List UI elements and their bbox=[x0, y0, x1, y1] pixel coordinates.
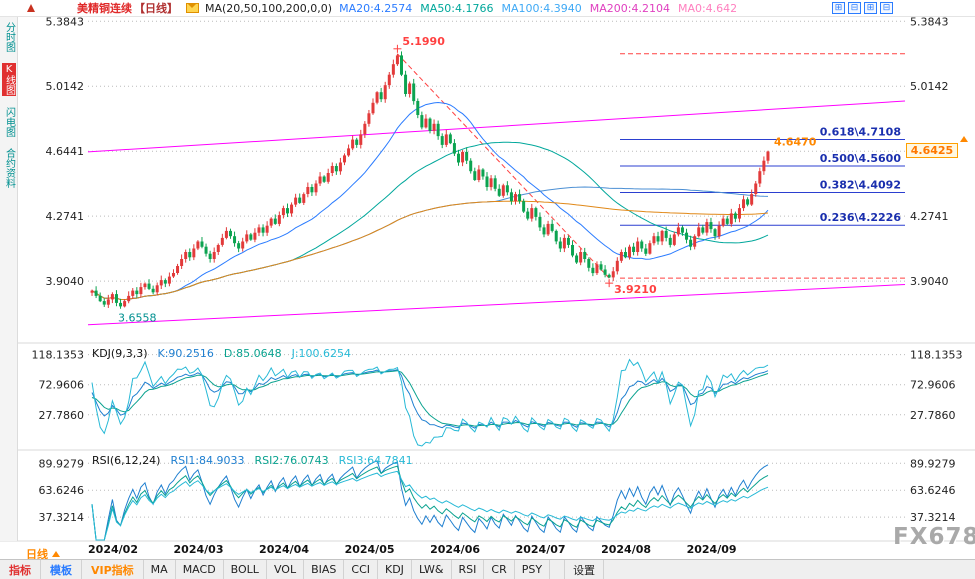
svg-text:27.7860: 27.7860 bbox=[910, 409, 956, 422]
svg-text:0.618\4.7108: 0.618\4.7108 bbox=[820, 125, 901, 138]
svg-text:27.7860: 27.7860 bbox=[39, 409, 85, 422]
price-up-arrow-icon bbox=[960, 136, 968, 142]
svg-text:5.3843: 5.3843 bbox=[910, 15, 949, 28]
kdj-legend: KDJ(9,3,3) K:90.2516 D:85.0648 J:100.625… bbox=[92, 347, 351, 360]
svg-text:72.9606: 72.9606 bbox=[39, 379, 85, 392]
kdj-d-value: D:85.0648 bbox=[223, 347, 282, 360]
svg-text:5.0142: 5.0142 bbox=[910, 80, 949, 93]
svg-text:89.9279: 89.9279 bbox=[39, 457, 85, 470]
svg-text:118.1353: 118.1353 bbox=[32, 349, 85, 362]
svg-text:118.1353: 118.1353 bbox=[910, 349, 963, 362]
ma0-value: MA0:4.642 bbox=[677, 1, 738, 15]
sidebar-item-contract-info[interactable]: 合约资料 bbox=[3, 148, 15, 188]
ma200-value: MA200:4.2104 bbox=[589, 1, 670, 15]
rsi-legend: RSI(6,12,24) RSI1:84.9033 RSI2:76.0743 R… bbox=[92, 454, 413, 467]
indicator-button-lw&[interactable]: LW& bbox=[412, 560, 452, 579]
ma100-value: MA100:4.3940 bbox=[501, 1, 582, 15]
kdj-params: KDJ(9,3,3) bbox=[92, 347, 148, 360]
svg-text:3.9210: 3.9210 bbox=[614, 283, 657, 296]
kdj-k-value: K:90.2516 bbox=[157, 347, 214, 360]
svg-text:2024/09: 2024/09 bbox=[687, 543, 737, 556]
svg-text:3.9040: 3.9040 bbox=[46, 275, 85, 288]
envelope-flap-icon bbox=[187, 3, 197, 8]
layout-icon-group: ⊞ ⊟ ⊞ ⊟ bbox=[829, 2, 893, 14]
sidebar-item-flash[interactable]: 闪电图 bbox=[3, 107, 15, 137]
tab-vip-indicators[interactable]: VIP指标 bbox=[82, 560, 144, 579]
svg-text:2024/02: 2024/02 bbox=[88, 543, 138, 556]
svg-text:5.3843: 5.3843 bbox=[46, 15, 85, 28]
bottom-toolbar: 指标 模板 VIP指标 MA MACD BOLL VOL BIAS CCI KDJ LW& RS… bbox=[0, 559, 975, 579]
sidebar-item-kline[interactable]: K线图 bbox=[1, 63, 16, 96]
svg-text:5.1990: 5.1990 bbox=[402, 35, 445, 48]
svg-text:72.9606: 72.9606 bbox=[910, 379, 956, 392]
svg-text:63.6246: 63.6246 bbox=[910, 484, 956, 497]
svg-text:2024/07: 2024/07 bbox=[516, 543, 566, 556]
indicator-button-cr[interactable]: CR bbox=[484, 560, 515, 579]
instrument-title: 美精铜连续 bbox=[77, 2, 132, 15]
svg-text:0.236\4.2226: 0.236\4.2226 bbox=[820, 211, 902, 224]
layout-icon-4[interactable]: ⊟ bbox=[880, 2, 893, 14]
svg-text:89.9279: 89.9279 bbox=[910, 457, 956, 470]
ma-parameters: MA(20,50,100,200,0,0) bbox=[205, 1, 333, 15]
left-sidebar: 分时图 K线图 闪电图 合约资料 bbox=[0, 17, 18, 541]
indicator-button-macd[interactable]: MACD bbox=[176, 560, 224, 579]
last-price-tag: 4.6425 bbox=[906, 143, 958, 158]
svg-text:2024/08: 2024/08 bbox=[601, 543, 651, 556]
sidebar-item-timeshare[interactable]: 分时图 bbox=[3, 22, 15, 52]
period-selector[interactable]: 日线 bbox=[26, 546, 60, 562]
tab-templates[interactable]: 模板 bbox=[41, 560, 82, 579]
price-chart-canvas[interactable]: 5.38435.38435.01425.01424.64414.64414.27… bbox=[0, 0, 975, 558]
svg-text:4.6470: 4.6470 bbox=[774, 136, 817, 149]
svg-text:2024/06: 2024/06 bbox=[430, 543, 480, 556]
rsi1-value: RSI1:84.9033 bbox=[170, 454, 245, 467]
svg-text:37.3214: 37.3214 bbox=[39, 511, 85, 524]
period-selector-label: 日线 bbox=[26, 548, 48, 561]
svg-text:63.6246: 63.6246 bbox=[39, 484, 85, 497]
ma20-value: MA20:4.2574 bbox=[339, 1, 413, 15]
indicator-button-group: MA MACD BOLL VOL BIAS CCI KDJ LW& RSI CR PSY bbox=[144, 560, 551, 579]
indicator-button-vol[interactable]: VOL bbox=[267, 560, 305, 579]
chart-header: 美精铜连续 【日线】 MA(20,50,100,200,0,0) MA20:4.… bbox=[0, 0, 975, 17]
svg-text:2024/05: 2024/05 bbox=[345, 543, 395, 556]
envelope-icon[interactable] bbox=[186, 3, 199, 13]
indicator-button-rsi[interactable]: RSI bbox=[452, 560, 485, 579]
indicator-button-cci[interactable]: CCI bbox=[344, 560, 378, 579]
svg-text:4.6441: 4.6441 bbox=[46, 145, 85, 158]
svg-text:3.9040: 3.9040 bbox=[910, 275, 949, 288]
svg-text:0.500\4.5600: 0.500\4.5600 bbox=[820, 152, 902, 165]
rsi-params: RSI(6,12,24) bbox=[92, 454, 161, 467]
layout-icon-1[interactable]: ⊞ bbox=[832, 2, 845, 14]
chevron-up-icon bbox=[52, 551, 60, 557]
kdj-j-value: J:100.6254 bbox=[291, 347, 352, 360]
svg-text:4.2741: 4.2741 bbox=[910, 210, 949, 223]
rsi3-value: RSI3:64.7841 bbox=[338, 454, 413, 467]
rsi2-value: RSI2:76.0743 bbox=[254, 454, 329, 467]
tab-indicators[interactable]: 指标 bbox=[0, 560, 41, 579]
instrument-icon bbox=[27, 4, 35, 12]
svg-text:0.382\4.4092: 0.382\4.4092 bbox=[820, 178, 901, 191]
svg-text:5.0142: 5.0142 bbox=[46, 80, 85, 93]
indicator-button-ma[interactable]: MA bbox=[144, 560, 176, 579]
settings-button[interactable]: 设置 bbox=[564, 560, 605, 579]
indicator-button-kdj[interactable]: KDJ bbox=[378, 560, 412, 579]
svg-text:3.6558: 3.6558 bbox=[118, 312, 157, 325]
indicator-button-boll[interactable]: BOLL bbox=[224, 560, 267, 579]
indicator-button-psy[interactable]: PSY bbox=[515, 560, 551, 579]
indicator-button-bias[interactable]: BIAS bbox=[304, 560, 345, 579]
watermark: FX678 bbox=[893, 524, 975, 550]
layout-icon-2[interactable]: ⊟ bbox=[848, 2, 861, 14]
svg-text:2024/04: 2024/04 bbox=[259, 543, 309, 556]
period-label: 【日线】 bbox=[134, 2, 178, 15]
svg-text:2024/03: 2024/03 bbox=[174, 543, 224, 556]
ma50-value: MA50:4.1766 bbox=[420, 1, 494, 15]
svg-text:4.2741: 4.2741 bbox=[46, 210, 85, 223]
layout-icon-3[interactable]: ⊞ bbox=[864, 2, 877, 14]
svg-text:37.3214: 37.3214 bbox=[910, 511, 956, 524]
